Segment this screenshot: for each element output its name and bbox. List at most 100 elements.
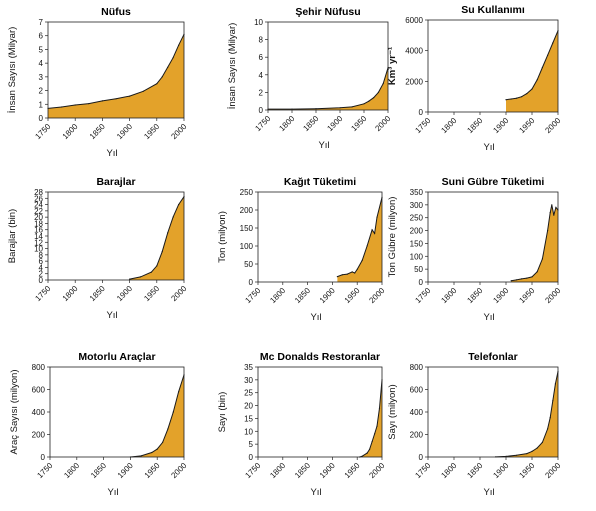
y-tick-label: 0: [39, 114, 44, 123]
chart-panel-9: Telefonlar 0 200 400 600 800 1750 1800 1850 1900 1…: [387, 351, 563, 498]
y-tick-label: 15: [244, 414, 253, 423]
chart-title: Su Kullanımı: [461, 4, 525, 16]
x-tick-label: 1750: [413, 286, 432, 305]
data-point: [361, 259, 363, 261]
y-tick-label: 0: [39, 276, 44, 285]
y-tick-label: 0: [41, 453, 46, 462]
x-axis-label: Yıl: [310, 312, 321, 323]
data-point: [547, 230, 549, 232]
x-tick-label: 1800: [268, 286, 287, 305]
x-tick-label: 1850: [465, 461, 484, 480]
data-point: [167, 232, 169, 234]
data-line: [337, 197, 383, 278]
x-tick-label: 2000: [367, 286, 386, 305]
data-point: [161, 76, 163, 78]
x-tick-label: 1850: [301, 114, 320, 133]
data-point: [521, 278, 523, 280]
plot-frame: [427, 19, 559, 113]
data-point: [366, 452, 368, 454]
data-point: [541, 441, 544, 443]
data-area: [495, 371, 558, 457]
x-tick-label: 1800: [62, 461, 81, 480]
data-point: [551, 204, 553, 206]
data-area: [506, 30, 558, 113]
x-tick-label: 1900: [115, 122, 134, 141]
data-point: [361, 455, 363, 457]
data-point: [369, 448, 371, 450]
plot-frame: [427, 191, 559, 283]
x-tick-label: 1950: [142, 122, 161, 141]
x-tick-label: 1850: [465, 116, 484, 135]
data-point: [167, 428, 169, 430]
data-point: [552, 400, 554, 402]
data-point: [156, 265, 158, 267]
x-tick-label: 1950: [343, 286, 362, 305]
data-point: [356, 268, 358, 270]
x-tick-label: 1850: [293, 461, 312, 480]
x-tick-label: 1850: [89, 461, 108, 480]
x-tick-label: 1900: [491, 116, 510, 135]
data-area: [129, 196, 184, 280]
chart-panel-6: Suni Gübre Tüketimi 0 50 100 150 200 250 300 350…: [387, 176, 563, 323]
data-point: [115, 98, 117, 100]
plot-frame: [47, 21, 185, 119]
y-tick-label: 12: [34, 238, 43, 247]
y-tick-label: 35: [244, 363, 253, 372]
y-tick-label: 0: [419, 108, 424, 117]
x-tick-label: 1950: [142, 284, 161, 303]
y-tick-label: 2: [259, 88, 264, 97]
x-tick-label: 1850: [88, 284, 107, 303]
data-point: [156, 83, 158, 85]
data-area: [337, 197, 382, 282]
y-tick-label: 350: [410, 188, 424, 197]
y-tick-label: 100: [240, 242, 254, 251]
data-point: [376, 216, 378, 218]
x-tick-label: 1750: [33, 284, 52, 303]
data-point: [351, 271, 353, 273]
y-axis-label: Ton Gübre (milyon): [387, 197, 398, 278]
y-tick-label: 0: [259, 106, 264, 115]
data-point: [505, 99, 507, 101]
data-point: [129, 95, 131, 97]
x-tick-label: 2000: [367, 461, 386, 480]
y-tick-label: 100: [410, 252, 424, 261]
y-tick-label: 2: [39, 270, 44, 279]
x-tick-label: 1800: [277, 114, 296, 133]
x-tick-label: 1900: [325, 114, 344, 133]
data-point: [61, 106, 63, 108]
x-tick-label: 2000: [169, 284, 188, 303]
x-tick-label: 1750: [253, 114, 272, 133]
y-tick-label: 28: [34, 188, 43, 197]
y-tick-label: 6: [39, 257, 44, 266]
data-point: [161, 251, 163, 253]
y-tick-label: 800: [410, 363, 424, 372]
y-tick-label: 5: [249, 440, 254, 449]
data-point: [129, 278, 131, 280]
data-point: [101, 100, 103, 102]
y-tick-label: 250: [410, 214, 424, 223]
plot-frame: [427, 366, 559, 458]
y-tick-label: 0: [249, 453, 254, 462]
y-axis-label: İnsan Sayısı (Milyar): [7, 27, 18, 114]
data-point: [366, 245, 368, 247]
data-point: [373, 97, 375, 99]
y-tick-label: 4000: [405, 47, 423, 56]
data-point: [382, 83, 384, 85]
y-tick-label: 200: [240, 206, 254, 215]
data-point: [371, 441, 373, 443]
y-tick-label: 50: [414, 265, 423, 274]
chart-title: Barajlar: [96, 176, 135, 188]
x-tick-label: 2000: [169, 122, 188, 141]
y-tick-label: 4: [39, 263, 44, 272]
y-tick-label: 2000: [405, 77, 423, 86]
data-point: [354, 272, 356, 274]
x-axis-label: Yıl: [483, 487, 494, 498]
x-axis-label: Yıl: [106, 310, 117, 321]
x-tick-label: 1800: [61, 284, 80, 303]
data-point: [547, 54, 549, 56]
y-axis-label: Sayı (milyon): [387, 384, 398, 439]
data-point: [88, 103, 90, 105]
x-axis-label: Yıl: [483, 142, 494, 153]
y-axis-label: İnsan Sayısı (Milyar): [227, 23, 238, 110]
y-axis-label: Araç Sayısı (milyon): [9, 370, 20, 455]
